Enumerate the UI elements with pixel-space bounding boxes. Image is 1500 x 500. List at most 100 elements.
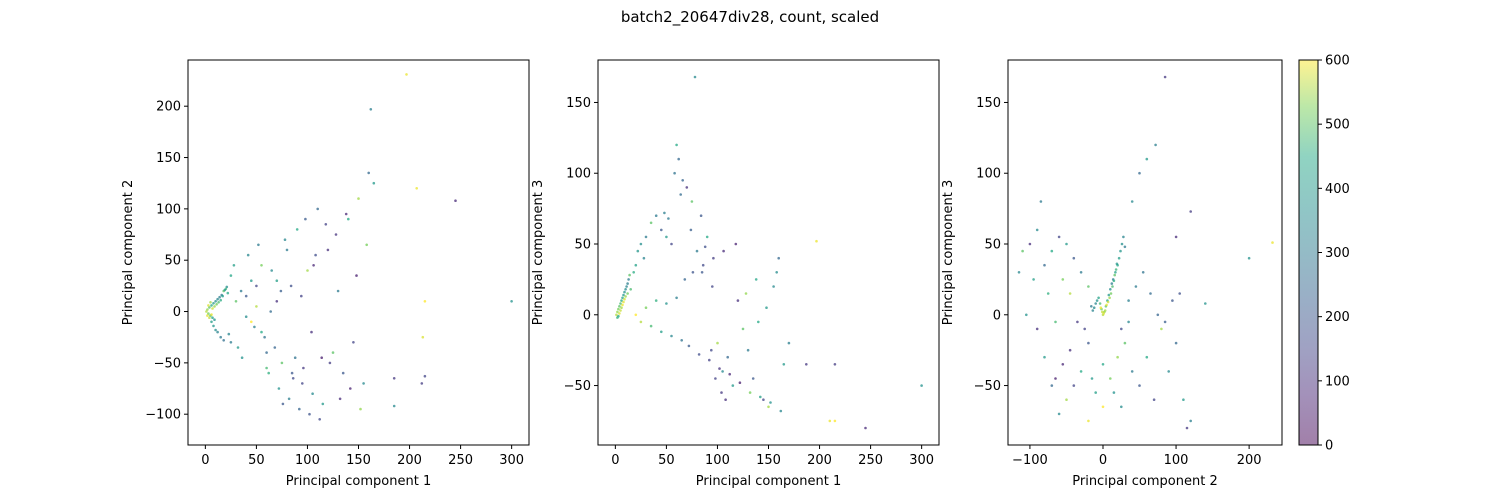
- y-tick-label: −50: [564, 379, 591, 394]
- scatter-point: [229, 274, 233, 277]
- scatter-point: [1120, 405, 1123, 409]
- scatter-point: [693, 75, 697, 79]
- scatter-point: [703, 245, 707, 249]
- x-axis-label: Principal component 1: [696, 474, 841, 489]
- y-tick-label: 150: [976, 96, 1001, 111]
- scatter-point: [775, 271, 778, 274]
- scatter-point: [240, 356, 244, 360]
- scatter-point: [260, 264, 263, 267]
- scatter-point: [275, 279, 279, 283]
- scatter-point: [277, 387, 281, 390]
- scatter-point: [1247, 256, 1251, 260]
- scatter-point: [1090, 377, 1094, 380]
- scatter-point: [1107, 293, 1111, 297]
- scatter-point: [1108, 296, 1111, 300]
- scatter-point: [246, 253, 250, 257]
- x-axis-ticks: 0 50 100 150 200 250 300: [201, 445, 524, 468]
- scatter-point: [1061, 363, 1065, 366]
- scatter-point: [1138, 171, 1141, 175]
- scatter-point: [751, 377, 755, 380]
- scatter-point: [634, 263, 638, 267]
- x-tick-label: 200: [397, 453, 422, 468]
- scatter-point: [726, 355, 729, 359]
- scatter-point: [206, 308, 209, 311]
- scatter-point: [636, 249, 640, 253]
- scatter-point: [623, 290, 626, 294]
- scatter-point: [624, 288, 627, 291]
- scatter-point: [670, 242, 673, 246]
- scatter-point: [244, 294, 248, 298]
- scatter-point: [1103, 309, 1107, 312]
- scatter-point: [1163, 75, 1167, 79]
- scatter-point: [223, 288, 227, 292]
- scatter-point: [617, 314, 620, 318]
- scatter-point: [217, 301, 220, 304]
- scatter-point: [828, 419, 832, 423]
- scatter-point: [1114, 271, 1117, 274]
- scatter-point: [229, 341, 233, 344]
- scatter-point: [1174, 235, 1178, 239]
- y-tick-label: 50: [164, 254, 181, 269]
- scatter-point: [644, 306, 648, 310]
- scatter-point: [644, 235, 648, 239]
- scatter-point: [1050, 384, 1054, 387]
- scatter-point: [415, 187, 419, 190]
- scatter-point: [1189, 419, 1192, 423]
- scatter-point: [620, 306, 623, 310]
- y-tick-label: 100: [566, 167, 591, 182]
- scatter-point: [216, 330, 219, 334]
- colorbar-tick-label: 0: [1325, 439, 1333, 454]
- scatter-point: [724, 398, 727, 402]
- scatter-point: [257, 243, 260, 247]
- scatter-point: [805, 363, 808, 366]
- scatter-point: [1076, 320, 1079, 324]
- scatter-point: [1123, 245, 1127, 249]
- x-tick-label: 100: [295, 453, 320, 468]
- scatter-point: [1109, 377, 1112, 380]
- scatter-point: [212, 324, 215, 328]
- scatter-point: [318, 418, 322, 421]
- x-tick-label: 50: [248, 453, 265, 468]
- scatter-point: [250, 320, 253, 324]
- scatter-point: [1141, 271, 1145, 274]
- colorbar-tick-label: 200: [1325, 310, 1350, 325]
- scatter-point: [629, 288, 632, 291]
- scatter-point: [1021, 249, 1024, 253]
- scatter-point: [1160, 327, 1163, 331]
- scatter-point: [1101, 310, 1104, 314]
- colorbar-tick-label: 400: [1325, 182, 1350, 197]
- scatter-point: [1182, 398, 1185, 402]
- scatter-point: [273, 346, 277, 349]
- scatter-point: [1054, 377, 1057, 380]
- scatter-point: [767, 405, 770, 409]
- scatter-points: [205, 73, 513, 421]
- scatter-point: [700, 271, 704, 274]
- scatter-point: [769, 401, 772, 404]
- scatter-point: [675, 296, 678, 300]
- y-tick-label: 200: [156, 100, 181, 115]
- scatter-point: [213, 318, 216, 322]
- scatter-point: [1099, 306, 1103, 310]
- scatter-point: [1114, 268, 1118, 271]
- scatter-point: [621, 296, 624, 300]
- scatter-point: [1149, 292, 1152, 295]
- scatter-point: [275, 300, 279, 303]
- scatter-point: [759, 395, 762, 399]
- scatter-point: [681, 179, 684, 182]
- scatter-panel-pc1-pc3: 0 50 100 150 200 250 300 −50 0 50 100 150 Principa…: [531, 59, 940, 489]
- scatter-point: [1109, 292, 1113, 295]
- scatter-point: [728, 372, 731, 376]
- scatter-point: [722, 249, 725, 253]
- scatter-point: [673, 171, 676, 175]
- scatter-point: [689, 228, 693, 232]
- y-tick-label: −100: [145, 408, 181, 423]
- scatter-point: [212, 302, 215, 305]
- scatter-point: [362, 382, 365, 385]
- y-axis-label: Principal component 2: [121, 180, 136, 325]
- x-tick-label: 300: [499, 453, 524, 468]
- scatter-point: [699, 214, 703, 217]
- scatter-point: [738, 381, 742, 385]
- scatter-point: [347, 217, 350, 221]
- scatter-point: [695, 249, 699, 253]
- scatter-point: [654, 299, 658, 302]
